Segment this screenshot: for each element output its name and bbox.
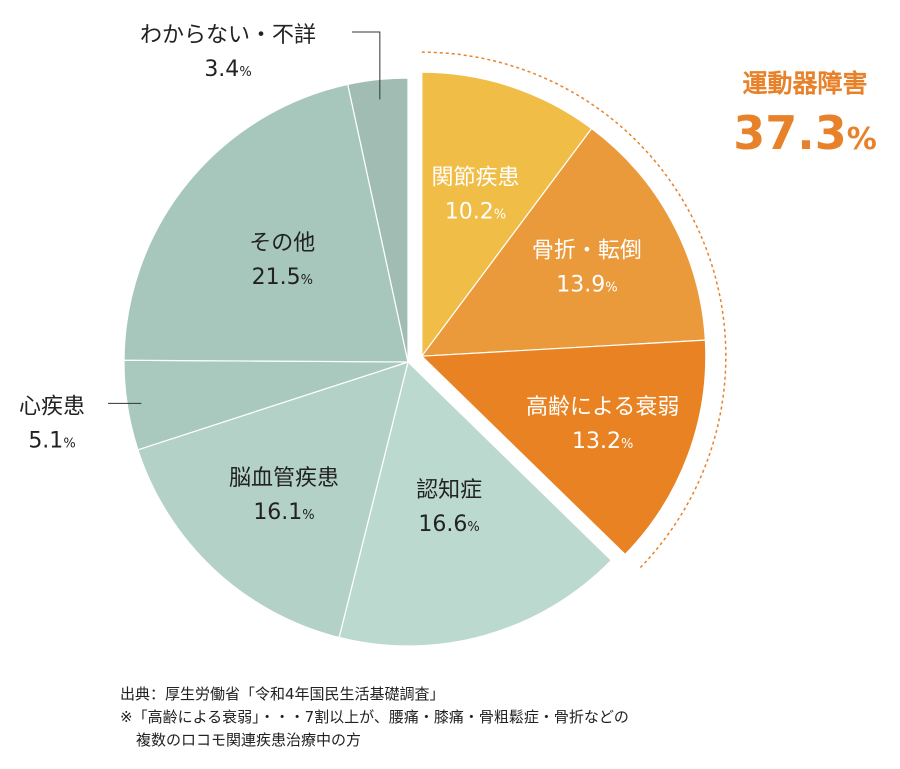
slice-3-wedge <box>420 339 707 556</box>
slice-5-wedge <box>137 361 409 639</box>
slice-1-label: 関節疾患 <box>431 165 519 190</box>
slice-8-leader-line <box>352 31 381 100</box>
group-value: 37.3% <box>733 106 877 160</box>
slice-8-wedge <box>347 77 409 363</box>
pie-slices <box>123 71 707 647</box>
footnote-line-1: ※「高齢による衰弱」・・・7割以上が、腰痛・膝痛・骨粗鬆症・骨折などの <box>120 708 629 726</box>
slice-3-value-label: 13.2% <box>572 429 633 454</box>
slice-1-value-label: 10.2% <box>445 199 506 224</box>
group-label: 運動器障害 37.3% <box>733 69 877 160</box>
slice-6-value-label: 5.1% <box>28 428 75 453</box>
slice-1-wedge <box>421 71 593 358</box>
slice-labels: 関節疾患 10.2% 骨折・転倒 13.9% 高齢による衰弱 13.2% 認知症 16.6% 脳… <box>19 23 679 537</box>
slice-6-label: 心疾患 <box>19 394 85 419</box>
slice-7-value-label: 21.5% <box>252 265 313 290</box>
source-note: 出典：厚生労働省「令和4年国民生活基礎調査」 <box>120 685 445 703</box>
slice-5-value-label: 16.1% <box>253 500 314 525</box>
slice-2-wedge <box>420 127 707 357</box>
slice-3-label: 高齢による衰弱 <box>526 395 679 420</box>
leader-lines <box>108 31 381 404</box>
slice-4-value-label: 16.6% <box>418 512 479 537</box>
slice-2-label: 骨折・転倒 <box>532 238 642 263</box>
slice-7-wedge <box>123 83 409 363</box>
footnote-line-2: 複数のロコモ関連疾患治療中の方 <box>136 731 362 749</box>
slice-4-label: 認知症 <box>416 478 482 503</box>
slice-4-wedge <box>338 360 613 647</box>
group-title: 運動器障害 <box>742 69 867 98</box>
slice-2-value-label: 13.9% <box>556 272 617 297</box>
slice-5-label: 脳血管疾患 <box>229 466 339 491</box>
group-bracket-arc <box>421 51 727 569</box>
footnotes: 出典：厚生労働省「令和4年国民生活基礎調査」 ※「高齢による衰弱」・・・7割以上… <box>120 683 629 752</box>
pie-chart: 関節疾患 10.2% 骨折・転倒 13.9% 高齢による衰弱 13.2% 認知症 16.6% 脳… <box>19 23 877 647</box>
slice-8-value-label: 3.4% <box>204 57 251 82</box>
slice-7-label: その他 <box>249 231 315 256</box>
slice-8-label: わからない・不詳 <box>140 23 316 48</box>
